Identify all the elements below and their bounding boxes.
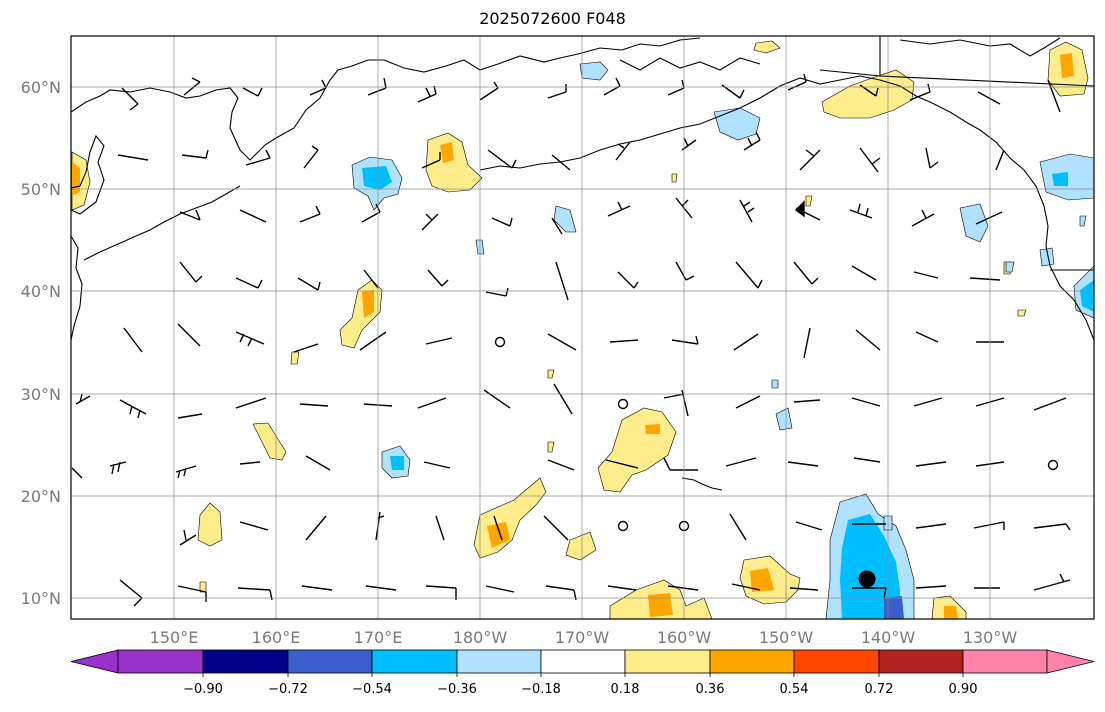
colorbar-swatch <box>709 649 795 674</box>
latitude-labels: 60°N 50°N 40°N 30°N 20°N 10°N <box>21 78 61 608</box>
lon-label: 150°W <box>759 628 814 647</box>
colorbar <box>70 649 1095 674</box>
map-frame <box>70 35 1095 620</box>
lat-label: 40°N <box>21 282 61 301</box>
map-title: 2025072600 F048 <box>479 9 626 28</box>
colorbar-tick-label: −0.18 <box>521 682 561 697</box>
colorbar-swatch <box>287 649 373 674</box>
wind-barbs <box>71 73 1071 607</box>
storm-center-marker <box>858 570 876 588</box>
colorbar-swatch <box>70 649 119 674</box>
colorbar-tick-label: 0.72 <box>865 682 894 697</box>
lon-label: 130°W <box>963 628 1018 647</box>
lat-label: 10°N <box>21 589 61 608</box>
lat-label: 20°N <box>21 487 61 506</box>
longitude-labels: 150°E 160°E 170°E 180°W 170°W 160°W 150°… <box>150 628 1018 647</box>
lon-label: 150°E <box>150 628 199 647</box>
lon-label: 140°W <box>861 628 916 647</box>
lon-label: 180°W <box>453 628 508 647</box>
lon-label: 170°E <box>354 628 403 647</box>
colorbar-swatch <box>793 649 880 674</box>
colorbar-swatch <box>624 649 711 674</box>
colorbar-tick-label: −0.54 <box>352 682 392 697</box>
positive-anomaly-shading <box>71 40 1089 619</box>
colorbar-swatch <box>1046 649 1095 674</box>
graticule <box>71 36 1094 619</box>
colorbar-swatch <box>878 649 964 674</box>
colorbar-tick-label: −0.36 <box>437 682 477 697</box>
colorbar-labels: −0.90 −0.72 −0.54 −0.36 −0.18 0.18 0.36 … <box>183 682 977 697</box>
colorbar-swatch <box>962 649 1048 674</box>
lat-label: 50°N <box>21 180 61 199</box>
colorbar-swatch <box>540 649 626 674</box>
colorbar-swatch <box>456 649 542 674</box>
lon-label: 160°E <box>252 628 301 647</box>
lon-label: 170°W <box>555 628 610 647</box>
colorbar-tick-label: −0.72 <box>268 682 308 697</box>
colorbar-tick-label: 0.90 <box>949 682 978 697</box>
lat-label: 60°N <box>21 78 61 97</box>
colorbar-tick-label: 0.36 <box>696 682 725 697</box>
colorbar-swatch <box>202 649 289 674</box>
coastlines <box>71 36 1094 491</box>
colorbar-tick-label: −0.90 <box>183 682 223 697</box>
lat-label: 30°N <box>21 385 61 404</box>
colorbar-tick-label: 0.18 <box>611 682 640 697</box>
colorbar-swatch <box>117 649 204 674</box>
colorbar-swatch <box>371 649 458 674</box>
lon-label: 160°W <box>657 628 712 647</box>
colorbar-tick-marks <box>202 673 964 677</box>
negative-anomaly-shading <box>351 61 1094 619</box>
colorbar-tick-label: 0.54 <box>780 682 809 697</box>
